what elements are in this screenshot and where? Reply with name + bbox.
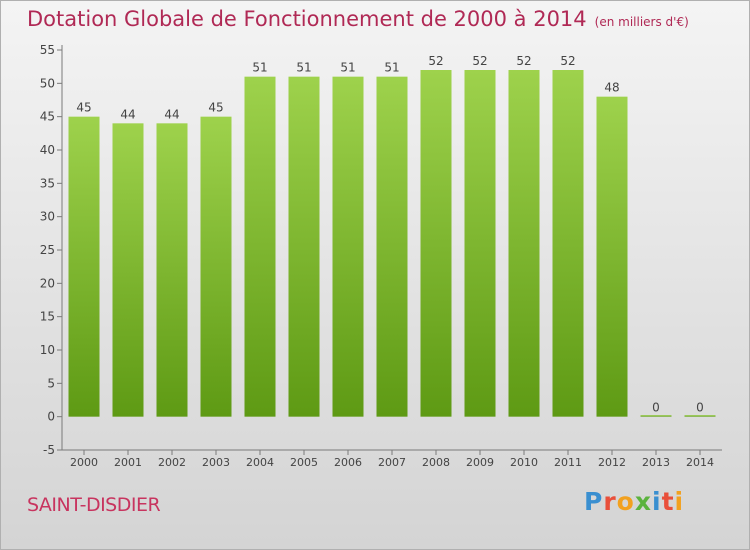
logo-letter: r [603,487,617,516]
x-tick-label: 2010 [510,456,538,469]
x-tick-label: 2007 [378,456,406,469]
bar-value-label: 44 [120,107,135,121]
bar [420,70,452,417]
bar [552,70,584,417]
x-tick-label: 2002 [158,456,186,469]
y-tick-label: 15 [40,310,55,324]
x-tick-label: 2011 [554,456,582,469]
x-tick-label: 2014 [686,456,714,469]
y-tick-label: 35 [40,176,55,190]
bar [332,76,364,417]
y-tick-label: 20 [40,276,55,290]
logo-letter: o [616,487,635,516]
y-tick-label: 25 [40,243,55,257]
commune-name: SAINT-DISDIER [27,494,161,516]
bar [596,96,628,417]
logo-letter: i [674,487,685,516]
bar [376,76,408,417]
logo-letter: x [634,487,652,516]
bar [112,123,144,417]
bar-value-label: 51 [384,61,399,75]
bar-value-label: 51 [296,61,311,75]
x-tick-label: 2000 [70,456,98,469]
x-tick-label: 2005 [290,456,318,469]
bar-value-label: 51 [340,61,355,75]
y-tick-label: 55 [40,43,55,57]
chart-unit: (en milliers d'€) [594,15,689,29]
bar [156,123,188,417]
bar-value-label: 52 [472,54,487,68]
x-tick-label: 2001 [114,456,142,469]
bar-value-label: 0 [652,401,660,415]
bar-value-label: 45 [76,101,91,115]
bar [200,116,232,417]
logo-letter: i [652,487,662,516]
bar-value-label: 51 [252,61,267,75]
x-tick-label: 2008 [422,456,450,469]
bar-value-label: 52 [516,54,531,68]
bar [684,415,716,417]
bar [288,76,320,417]
y-tick-label: 50 [40,76,55,90]
bar [244,76,276,417]
bar [640,415,672,417]
x-tick-label: 2006 [334,456,362,469]
y-tick-label: 30 [40,210,55,224]
bar-value-label: 48 [604,81,619,95]
bar-value-label: 0 [696,401,704,415]
x-tick-label: 2004 [246,456,274,469]
y-tick-label: 0 [47,410,55,424]
proxiti-logo: Proxiti [584,487,684,516]
logo-letter: t [661,487,675,516]
logo-letter: P [584,487,604,516]
bar [508,70,540,417]
y-tick-label: 40 [40,143,55,157]
chart-title: Dotation Globale de Fonctionnement de 20… [27,7,689,31]
y-tick-label: 45 [40,110,55,124]
y-tick-label: 10 [40,343,55,357]
y-tick-label: -5 [43,443,55,457]
x-tick-label: 2013 [642,456,670,469]
bar-value-label: 44 [164,107,179,121]
bar [464,70,496,417]
bar-value-label: 45 [208,101,223,115]
y-tick-label: 5 [47,376,55,390]
bar-value-label: 52 [560,54,575,68]
x-tick-label: 2012 [598,456,626,469]
bar [68,116,100,417]
bar-value-label: 52 [428,54,443,68]
chart-title-text: Dotation Globale de Fonctionnement de 20… [27,7,587,31]
x-tick-label: 2009 [466,456,494,469]
x-tick-label: 2003 [202,456,230,469]
